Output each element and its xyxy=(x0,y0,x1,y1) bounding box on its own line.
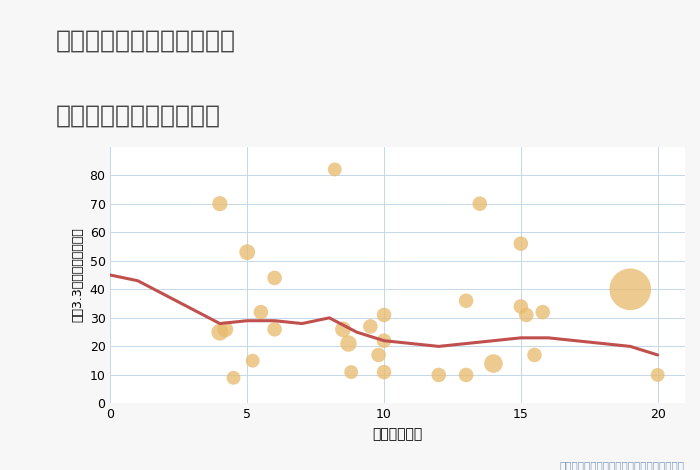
Point xyxy=(461,297,472,305)
Point xyxy=(214,200,225,207)
Point xyxy=(269,274,280,282)
Point xyxy=(433,371,444,379)
Point xyxy=(256,308,267,316)
Point xyxy=(379,311,390,319)
Point xyxy=(343,340,354,347)
Point xyxy=(537,308,548,316)
Point xyxy=(373,351,384,359)
Point xyxy=(379,368,390,376)
Point xyxy=(337,326,349,333)
Point xyxy=(515,240,526,247)
Point xyxy=(346,368,357,376)
Point xyxy=(652,371,663,379)
Text: 駅距離別中古戸建て価格: 駅距離別中古戸建て価格 xyxy=(56,103,221,127)
Text: 兵庫県豊岡市出石町宵田の: 兵庫県豊岡市出石町宵田の xyxy=(56,28,236,52)
Point xyxy=(220,326,231,333)
Point xyxy=(515,303,526,310)
Point xyxy=(214,329,225,336)
Text: 円の大きさは、取引のあった物件面積を示す: 円の大きさは、取引のあった物件面積を示す xyxy=(560,460,685,470)
Point xyxy=(488,360,499,367)
Point xyxy=(529,351,540,359)
Point xyxy=(624,286,636,293)
Point xyxy=(461,371,472,379)
Point xyxy=(269,326,280,333)
Point xyxy=(365,323,376,330)
Point xyxy=(241,249,253,256)
Point xyxy=(228,374,239,382)
Y-axis label: 坪（3.3㎡）単価（万円）: 坪（3.3㎡）単価（万円） xyxy=(71,227,84,322)
Point xyxy=(329,165,340,173)
Point xyxy=(474,200,485,207)
Point xyxy=(247,357,258,364)
X-axis label: 駅距離（分）: 駅距離（分） xyxy=(372,427,423,441)
Point xyxy=(521,311,532,319)
Point xyxy=(379,337,390,345)
